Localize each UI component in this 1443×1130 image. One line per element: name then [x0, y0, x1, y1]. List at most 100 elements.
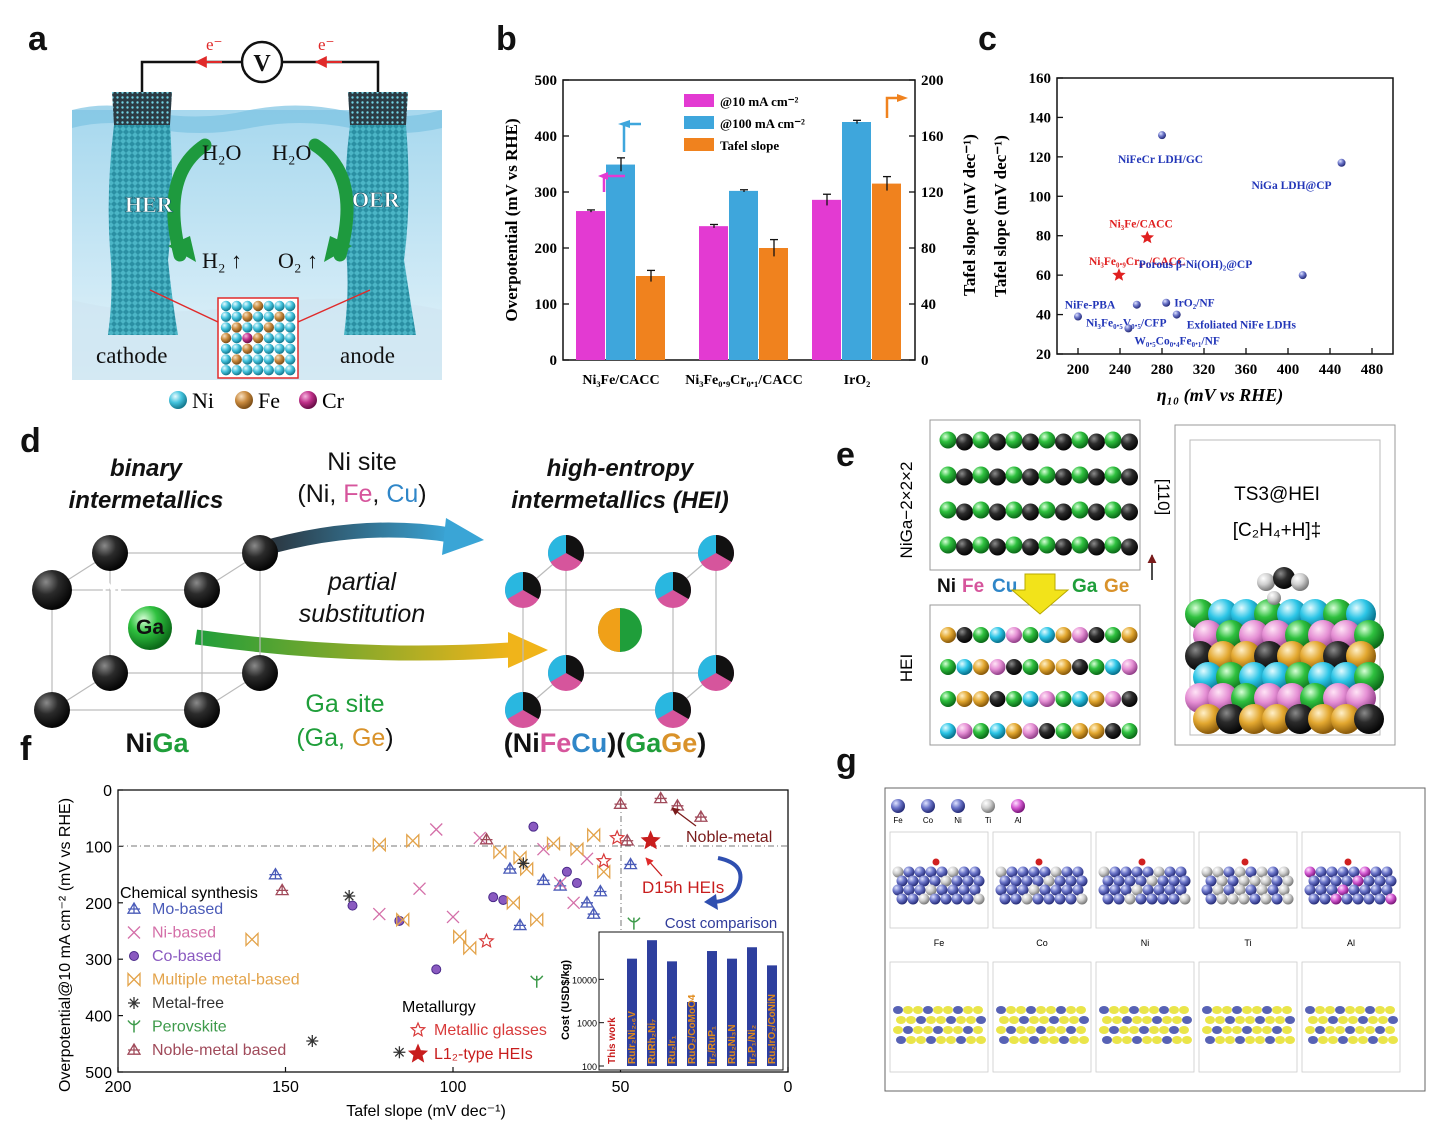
- e-niga-atom: [1055, 538, 1072, 556]
- f-legend-marker: [126, 1042, 142, 1055]
- e-niga-atom: [989, 433, 1006, 451]
- b-arrow-tafel: [885, 96, 901, 118]
- f-point: [627, 917, 641, 930]
- g-density-lobe: [1019, 1036, 1029, 1044]
- g-density-lobe: [1305, 1006, 1315, 1014]
- g-density-lobe: [1348, 1036, 1358, 1044]
- g-density-lobe: [1378, 1016, 1388, 1024]
- g-atom: [1146, 875, 1158, 887]
- g-atom: [1124, 875, 1136, 887]
- g-legend-icon: [891, 799, 905, 813]
- d-hei-atoms: [505, 535, 734, 728]
- c-xtick-label: 280: [1151, 362, 1174, 378]
- f-point: [479, 832, 494, 845]
- lattice-atom: [263, 311, 274, 322]
- c-ytick-label: 80: [1036, 229, 1051, 245]
- g-density-lobe: [946, 1036, 956, 1044]
- f-point: [530, 912, 544, 928]
- hei-atom-ni-wedge: [673, 572, 691, 599]
- lattice-atom: [242, 365, 253, 376]
- panel-label-e: e: [836, 436, 855, 474]
- g-density-lobe: [1235, 1016, 1245, 1024]
- g-density-lobe: [1172, 1036, 1182, 1044]
- g-atom: [918, 893, 930, 905]
- legend-fe-icon: [235, 391, 253, 409]
- b-y2tick-label: 0: [921, 353, 929, 369]
- lattice-atom: [231, 354, 242, 365]
- d-hei-title-2: intermetallics (HEI): [511, 487, 728, 514]
- g-atom: [1050, 866, 1062, 878]
- e-hei-atom: [1105, 659, 1121, 675]
- legend-cr-label: Cr: [322, 388, 345, 413]
- g-atom: [1102, 875, 1114, 887]
- g-density-lobe: [1375, 1026, 1385, 1034]
- h2o-right: H₂O: [272, 140, 311, 165]
- g-atom: [892, 884, 904, 896]
- ni-atom-sphere: [184, 692, 220, 728]
- g-density-box: [889, 961, 989, 1073]
- g-density-lobe: [913, 1026, 923, 1034]
- lattice-atom: [263, 332, 274, 344]
- g-atom: [1131, 884, 1143, 896]
- b-bar: [872, 183, 901, 360]
- g-density-lobe: [1358, 1016, 1368, 1024]
- f-point: [502, 861, 518, 874]
- f-inset-bar-label: Ir₂P₁/Ni₂: [747, 1025, 758, 1064]
- e-hei-atom: [940, 691, 956, 707]
- e-niga-atom: [939, 431, 957, 449]
- g-legend: Fe Co Ni Ti Al: [891, 799, 1025, 825]
- b-bar: [576, 211, 605, 360]
- g-density-lobe: [999, 1016, 1009, 1024]
- g-density-lobe: [1255, 1016, 1265, 1024]
- g-atom: [1109, 866, 1121, 878]
- hei-atom-ni-wedge: [716, 655, 734, 682]
- g-density-lobe: [1285, 1036, 1295, 1044]
- g-density-lobe: [1122, 1036, 1132, 1044]
- f-legend-marker: [127, 971, 141, 988]
- g-atom: [1363, 875, 1375, 887]
- g-density-lobe: [1039, 1036, 1049, 1044]
- g-atom: [999, 893, 1011, 905]
- f-legend-marker: [129, 951, 139, 961]
- g-atom: [1271, 893, 1283, 905]
- lattice-atom: [220, 365, 232, 376]
- g-atom: [1135, 875, 1147, 887]
- g-atom: [1168, 875, 1180, 887]
- f-point: [553, 876, 567, 890]
- voltmeter-icon: [240, 40, 284, 84]
- lattice-atom: [252, 354, 264, 365]
- g-density-lobe: [1235, 1036, 1245, 1044]
- e-niga-atom: [972, 501, 990, 519]
- c-axis-ticks: 20 40 60 80 100 120 140 160 200 240 280 320 360 400 44…: [1029, 71, 1384, 378]
- f-annotation-noble: Noble-metal: [686, 829, 772, 846]
- anode-label: anode: [340, 343, 395, 368]
- g-atom: [1260, 875, 1272, 887]
- g-density-lobe: [1262, 1026, 1272, 1034]
- g-density-lobe: [1009, 1016, 1019, 1024]
- g-density-lobe: [1066, 1006, 1076, 1014]
- lattice-atom: [220, 322, 232, 333]
- c-point-label: IrO₂/NF: [1174, 298, 1215, 310]
- c-xtick-label: 440: [1319, 362, 1342, 378]
- e-niga-atom: [1088, 433, 1105, 451]
- b-y2tick-label: 80: [921, 241, 936, 257]
- anode-top: [348, 92, 408, 125]
- e-hei-atom: [973, 659, 989, 675]
- b-legend: @10 mA cm⁻² @100 mA cm⁻² Tafel slope: [684, 94, 805, 153]
- g-density-lobe: [1149, 1026, 1159, 1034]
- f-point: [512, 918, 528, 931]
- g-atom: [947, 866, 959, 878]
- e-niga-atom: [1121, 503, 1138, 521]
- g-density-lobe: [926, 1016, 936, 1024]
- c-ytick-label: 100: [1029, 189, 1052, 205]
- g-atom: [1223, 884, 1235, 896]
- d-binary-atoms: [32, 535, 278, 728]
- g-density-lobe: [916, 1016, 926, 1024]
- g-density-lobe: [936, 1016, 946, 1024]
- f-point: [653, 791, 668, 804]
- ni-atom-sphere: [242, 655, 278, 691]
- g-atom: [1341, 893, 1353, 905]
- g-legend-label: Ti: [985, 816, 992, 825]
- hei-atom-cu-wedge: [698, 535, 716, 562]
